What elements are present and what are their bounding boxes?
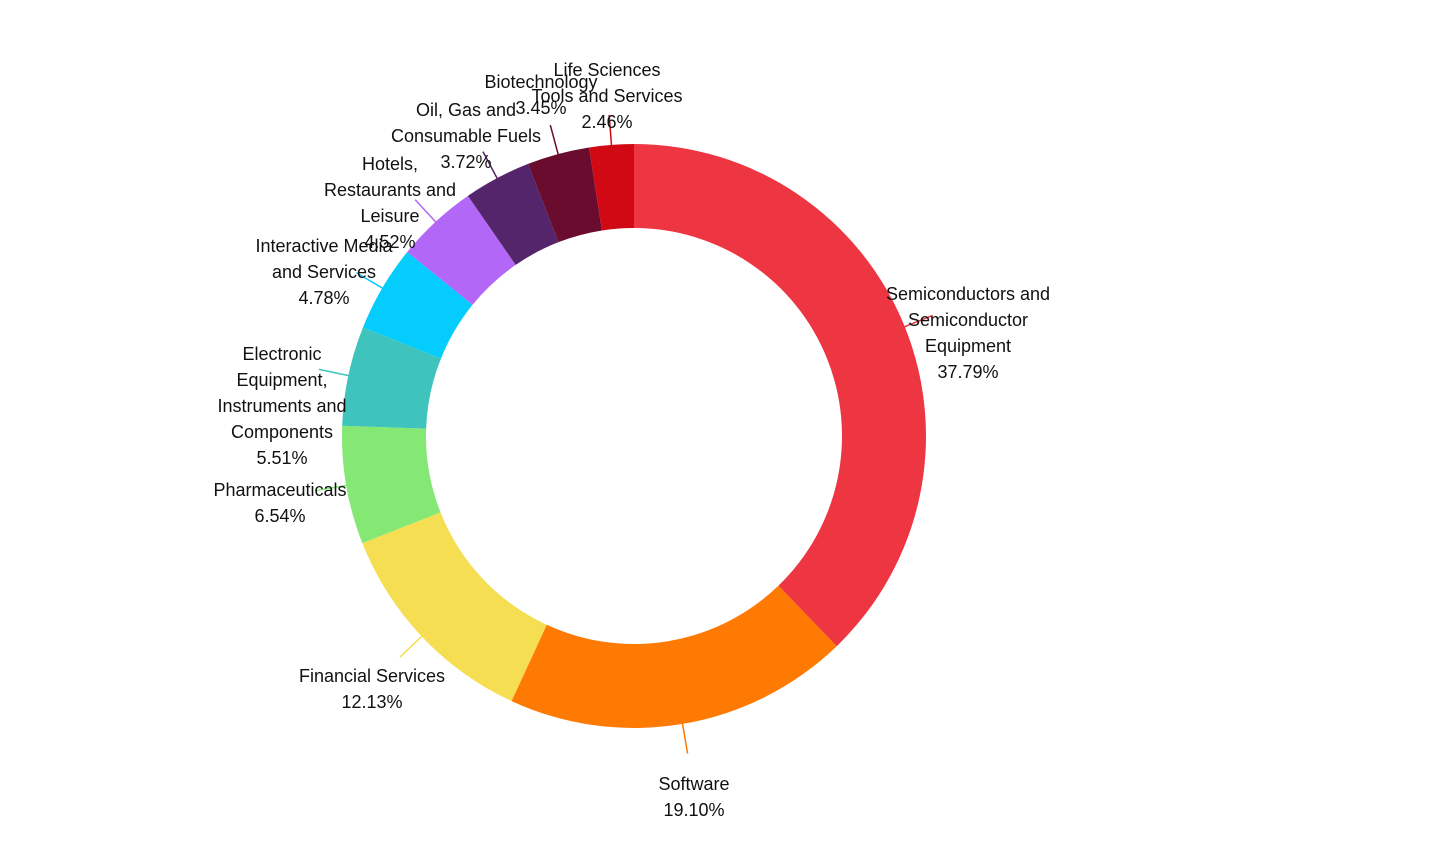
slice-label-electronic-equipment-instruments-and-components: Electronic Equipment, Instruments and Compo… [217,344,346,468]
slice-software[interactable] [511,585,837,728]
slice-label-line: Life Sciences [553,60,660,80]
slice-label-line: Oil, Gas and [416,100,516,120]
slice-label-interactive-media-and-services: Interactive Media and Services 4.78% [255,236,393,308]
slice-value-label: 5.51% [256,448,307,468]
leader-line-hotels-restaurants-and-leisure [414,199,438,224]
slice-label-pharmaceuticals: Pharmaceuticals 6.54% [213,480,346,526]
slice-oil-gas-and-consumable-fuels[interactable] [467,163,559,265]
slice-label-software: Software 19.10% [658,774,729,820]
slice-financial-services[interactable] [362,512,547,702]
leader-line-electronic-equipment-instruments-and-components [318,368,351,377]
slice-value-label: 12.13% [341,692,402,712]
clipped-label-text: ... [907,0,922,4]
label-leader-lines [316,114,933,754]
slice-value-label: 37.79% [937,362,998,382]
slice-value-label: 4.78% [298,288,349,308]
slice-label-line: Restaurants and [324,180,456,200]
slice-label-line: Instruments and [217,396,346,416]
slice-label-line: Equipment [925,336,1011,356]
slice-label-line: and Services [272,262,376,282]
leader-line-financial-services [399,634,424,658]
slice-interactive-media-and-services[interactable] [362,252,473,359]
leader-line-interactive-media-and-services [356,272,385,290]
slice-label-financial-services: Financial Services 12.13% [299,666,445,712]
slice-label-semiconductors-and-semiconductor-equipment: Semiconductors and Semiconductor Equipment… [886,284,1050,382]
slice-label-line: Electronic [242,344,321,364]
slice-label-line: Software [658,774,729,794]
leader-line-software [681,721,689,754]
leader-line-biotechnology [549,124,560,157]
slice-biotechnology[interactable] [528,147,602,243]
leader-line-oil-gas-and-consumable-fuels [482,151,499,181]
slice-value-label: 3.72% [440,152,491,172]
slice-pharmaceuticals[interactable] [341,425,441,544]
slice-label-line: Tools and Services [531,86,682,106]
slice-label-hotels-restaurants-and-leisure: Hotels, Restaurants and Leisure 4.52% [324,154,456,252]
leader-line-pharmaceuticals [316,484,349,492]
leader-line-life-sciences-tools-and-services [608,114,613,147]
slice-life-sciences-tools-and-services[interactable] [589,144,634,231]
slice-labels: Semiconductors and Semiconductor Equipment… [213,60,1050,820]
slice-label-life-sciences-tools-and-services: Life Sciences Tools and Services 2.46% [531,60,682,132]
slice-label-line: Consumable Fuels [391,126,541,146]
slice-label-line: Biotechnology [484,72,597,92]
slice-hotels-restaurants-and-leisure[interactable] [407,195,516,305]
slice-label-biotechnology: Biotechnology 3.45% [484,72,597,118]
slice-label-line: Components [231,422,333,442]
leader-line-semiconductors-and-semiconductor-equipment [902,314,933,329]
slice-label-line: Pharmaceuticals [213,480,346,500]
slice-label-line: Equipment, [236,370,327,390]
donut-slices [341,144,926,728]
slice-label-line: Hotels, [362,154,418,174]
slice-label-line: Leisure [360,206,419,226]
slice-value-label: 3.45% [515,98,566,118]
slice-electronic-equipment-instruments-and-components[interactable] [342,327,441,429]
slice-value-label: 19.10% [663,800,724,820]
slice-label-line: Semiconductor [908,310,1028,330]
slice-value-label: 4.52% [364,232,415,252]
slice-label-line: Interactive Media [255,236,393,256]
slice-semiconductors-and-semiconductor-equipment[interactable] [634,144,926,647]
slice-label-line: Financial Services [299,666,445,686]
slice-value-label: 6.54% [254,506,305,526]
slice-label-line: Semiconductors and [886,284,1050,304]
slice-label-oil-gas-and-consumable-fuels: Oil, Gas and Consumable Fuels 3.72% [391,100,541,172]
slice-value-label: 2.46% [581,112,632,132]
